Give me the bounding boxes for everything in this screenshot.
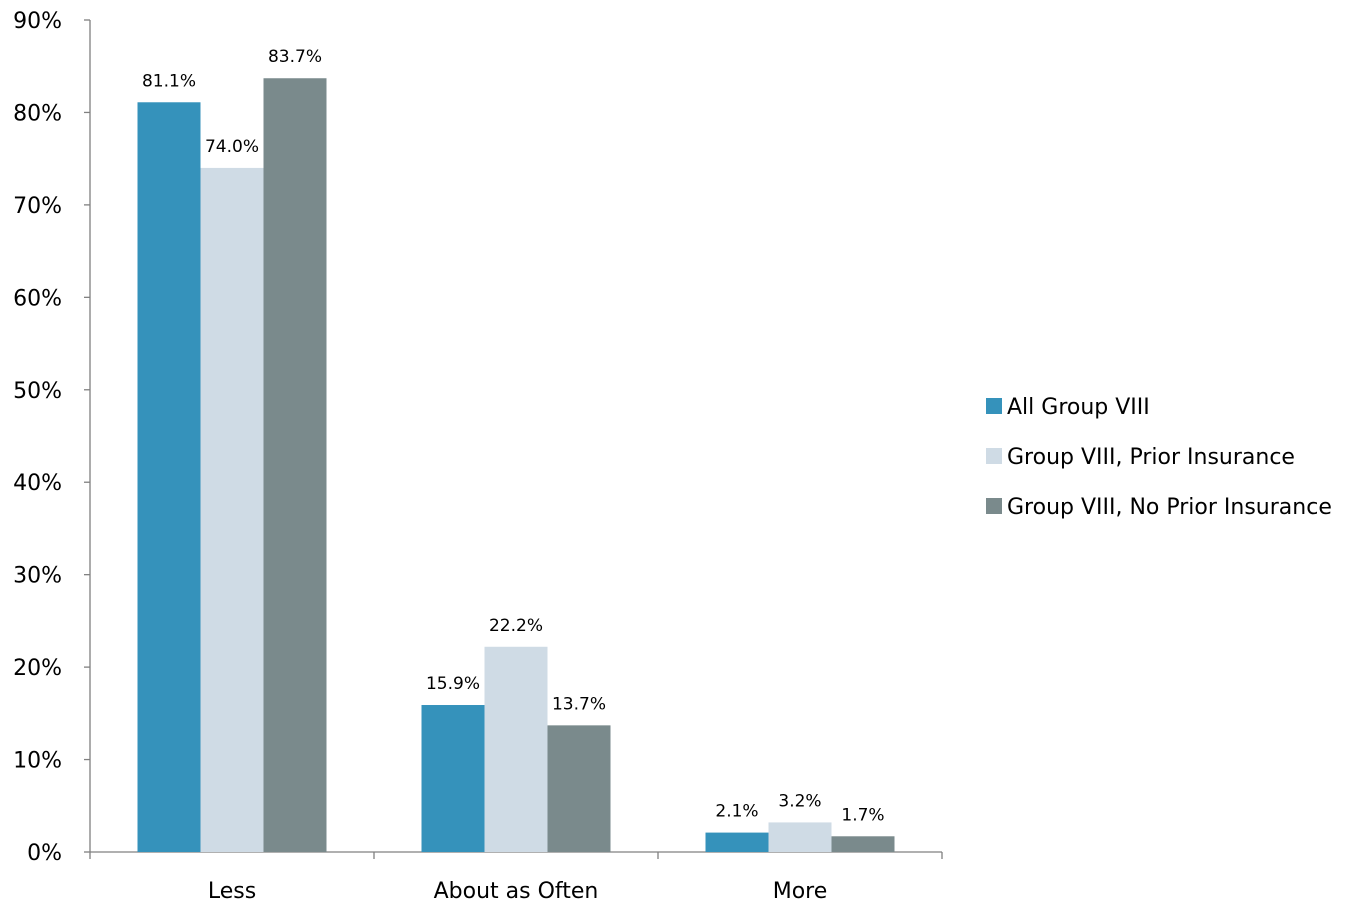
data-label: 13.7% — [552, 694, 606, 714]
bar — [200, 167, 264, 852]
legend-label: All Group VIII — [1007, 395, 1150, 420]
data-label: 83.7% — [268, 47, 322, 67]
bar — [705, 832, 769, 852]
y-tick-label: 90% — [13, 9, 62, 34]
legend-swatch — [986, 448, 1002, 464]
x-axis: Less About as Often More — [89, 851, 943, 904]
y-tick-label: 60% — [13, 286, 62, 311]
y-tick-label: 10% — [13, 749, 62, 774]
x-tick-label: About as Often — [434, 879, 599, 904]
bars — [137, 78, 895, 853]
y-tick-label: 20% — [13, 656, 62, 681]
bar — [137, 102, 201, 852]
bar — [547, 725, 611, 852]
y-tick-label: 50% — [13, 379, 62, 404]
y-tick-label: 40% — [13, 471, 62, 496]
data-label: 22.2% — [489, 616, 543, 636]
legend: All Group VIII Group VIII, Prior Insuranc… — [986, 395, 1332, 520]
data-label: 3.2% — [778, 791, 821, 811]
bar — [263, 78, 327, 853]
y-tick-label: 80% — [13, 101, 62, 126]
data-label: 15.9% — [426, 674, 480, 694]
legend-swatch — [986, 498, 1002, 514]
data-label: 74.0% — [205, 137, 259, 157]
y-tick-label: 30% — [13, 564, 62, 589]
bar — [768, 822, 832, 852]
y-tick-label: 0% — [27, 841, 62, 866]
data-label: 1.7% — [841, 805, 884, 825]
x-tick-label: Less — [208, 879, 256, 904]
data-labels: 81.1% 74.0% 83.7% 15.9% 22.2% 13.7% 2.1% 3.2% 1.… — [142, 47, 885, 825]
y-axis: 0% 10% 20% 30% 40% 50% 60% 70% 80% 90% — [13, 9, 91, 866]
bar — [484, 646, 548, 852]
legend-swatch — [986, 398, 1002, 414]
bar — [421, 705, 485, 852]
x-tick-label: More — [773, 879, 828, 904]
data-label: 2.1% — [715, 802, 758, 822]
data-label: 81.1% — [142, 71, 196, 91]
legend-label: Group VIII, Prior Insurance — [1007, 445, 1295, 470]
y-tick-label: 70% — [13, 194, 62, 219]
legend-label: Group VIII, No Prior Insurance — [1007, 495, 1332, 520]
bar — [831, 836, 895, 852]
